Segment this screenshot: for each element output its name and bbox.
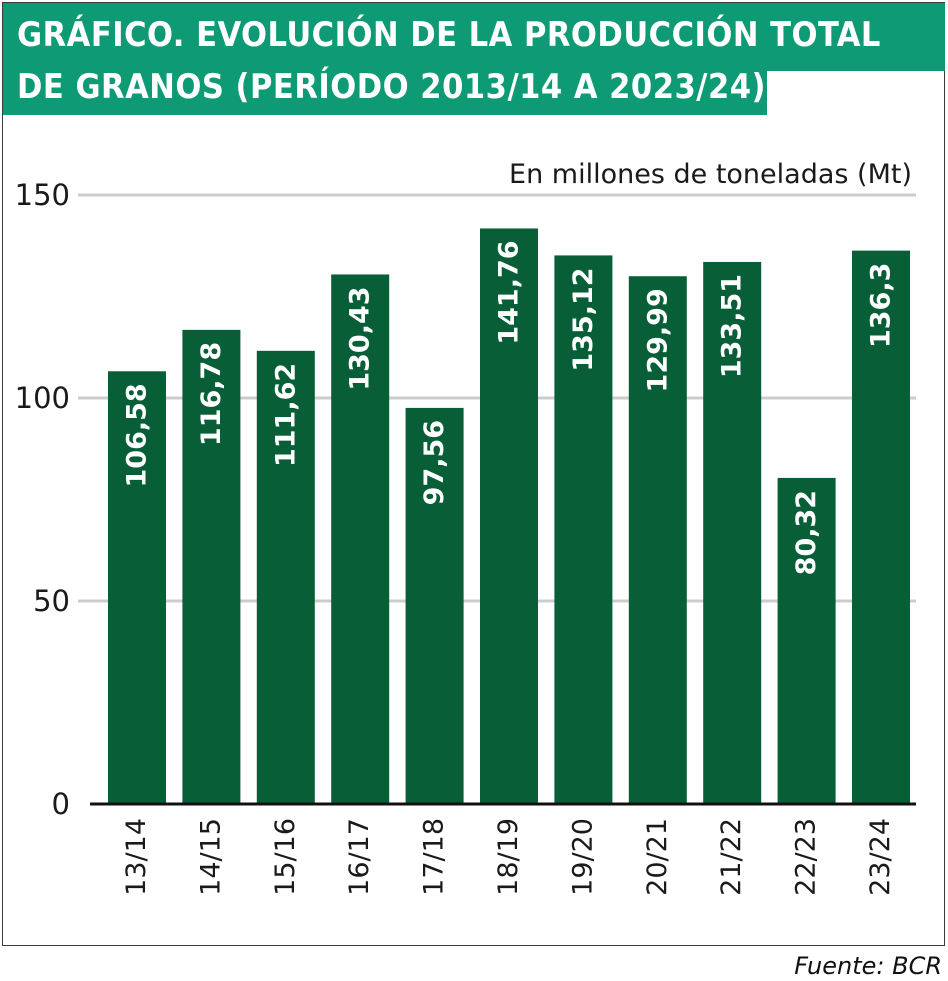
- x-tick-label: 21/22: [716, 818, 747, 896]
- bar: [777, 477, 836, 804]
- x-tick-label: 22/23: [791, 818, 822, 896]
- y-tick-label: 100: [15, 381, 70, 415]
- title-band-bottom: [3, 71, 767, 115]
- bar-value-label: 135,12: [568, 267, 599, 371]
- bar-value-label: 116,78: [196, 342, 227, 446]
- bar-value-label: 111,62: [270, 363, 301, 467]
- bar: [256, 350, 315, 804]
- bar: [852, 250, 910, 804]
- bar-value-label: 141,76: [494, 240, 525, 344]
- x-tick-label: 23/24: [865, 818, 896, 896]
- bar: [405, 407, 464, 804]
- x-tick-label: 15/16: [270, 818, 301, 896]
- unit-label: En millones de toneladas (Mt): [509, 159, 912, 190]
- bar: [480, 228, 538, 804]
- source-note: Fuente: BCR: [794, 952, 942, 980]
- x-tick-label: 19/20: [567, 818, 598, 896]
- bar: [331, 274, 390, 804]
- bar: [703, 261, 762, 804]
- bar-value-label: 136,3: [866, 263, 897, 348]
- chart-title-line-2: DE GRANOS (PERÍODO 2013/14 A 2023/24): [17, 67, 766, 107]
- bar-value-label: 80,32: [791, 490, 822, 575]
- y-tick-label: 0: [52, 787, 70, 821]
- bar-value-label: 97,56: [419, 420, 450, 505]
- x-tick-label: 13/14: [121, 818, 152, 896]
- x-tick-label: 14/15: [195, 818, 226, 896]
- bar-value-label: 129,99: [642, 288, 673, 392]
- bar: [628, 276, 687, 804]
- chart-title-line-1: GRÁFICO. EVOLUCIÓN DE LA PRODUCCIÓN TOTA…: [17, 15, 881, 55]
- bar-value-label: 130,43: [345, 286, 376, 390]
- x-tick-label: 17/18: [419, 818, 450, 896]
- x-tick-label: 20/21: [642, 818, 673, 896]
- bar: [108, 371, 166, 804]
- bar-value-label: 133,51: [717, 274, 748, 378]
- bar: [182, 329, 241, 804]
- bar-value-label: 106,58: [122, 383, 153, 487]
- y-tick-label: 150: [15, 178, 70, 212]
- y-tick-label: 50: [33, 584, 70, 618]
- bar: [554, 255, 613, 805]
- x-tick-label: 16/17: [344, 818, 375, 896]
- title-band-top: [3, 3, 945, 71]
- bar-chart: 0 50 100 150 En millones de toneladas (Mt) 10…: [15, 159, 916, 896]
- x-tick-label: 18/19: [493, 818, 524, 896]
